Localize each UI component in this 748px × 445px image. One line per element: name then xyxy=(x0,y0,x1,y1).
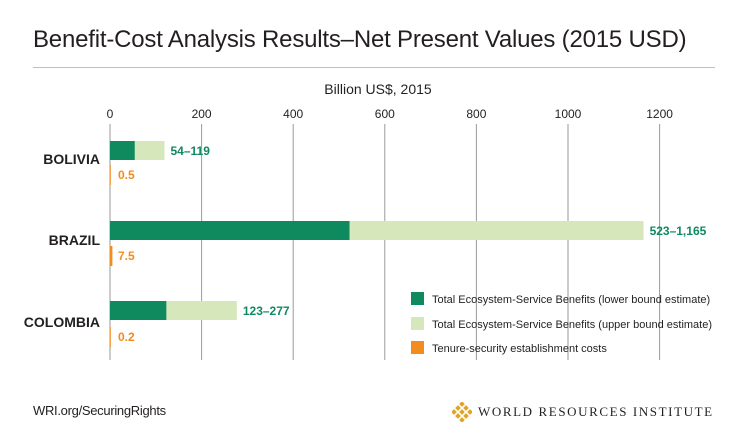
x-tick-label: 1200 xyxy=(646,107,673,121)
brand-name: WORLD RESOURCES INSTITUTE xyxy=(478,404,714,419)
x-axis-label: Billion US$, 2015 xyxy=(324,81,432,97)
bar-cost xyxy=(110,165,111,185)
bar-cost xyxy=(110,327,111,347)
x-tick-label: 0 xyxy=(107,107,114,121)
legend-label: Total Ecosystem-Service Benefits (lower … xyxy=(432,294,710,306)
bar-lower-bound xyxy=(110,221,350,240)
cost-label: 0.5 xyxy=(118,168,135,182)
wri-brand: WORLD RESOURCES INSTITUTE xyxy=(452,402,714,422)
legend-label: Total Ecosystem-Service Benefits (upper … xyxy=(432,319,712,331)
x-tick-label: 800 xyxy=(466,107,486,121)
page-title: Benefit-Cost Analysis Results–Net Presen… xyxy=(33,26,687,53)
benefit-range-label: 523–1,165 xyxy=(650,224,707,238)
wri-logo-icon xyxy=(452,402,472,422)
legend-swatch xyxy=(411,341,424,354)
legend-label: Tenure-security establishment costs xyxy=(432,343,607,355)
category-label: BOLIVIA xyxy=(43,151,100,167)
x-tick-label: 600 xyxy=(375,107,395,121)
legend-swatch xyxy=(411,292,424,305)
bar-cost xyxy=(110,246,113,266)
source-link[interactable]: WRI.org/SecuringRights xyxy=(33,403,166,418)
benefit-range-label: 54–119 xyxy=(171,144,211,158)
x-tick-label: 1000 xyxy=(555,107,582,121)
x-tick-label: 200 xyxy=(192,107,212,121)
bar-lower-bound xyxy=(110,301,167,320)
benefit-range-label: 123–277 xyxy=(243,304,290,318)
category-label: COLOMBIA xyxy=(24,314,100,330)
cost-label: 7.5 xyxy=(118,249,135,263)
title-divider xyxy=(33,67,715,68)
x-tick-label: 400 xyxy=(283,107,303,121)
bar-lower-bound xyxy=(110,141,135,160)
legend-swatch xyxy=(411,317,424,330)
category-label: BRAZIL xyxy=(49,232,101,248)
cost-label: 0.2 xyxy=(118,330,135,344)
